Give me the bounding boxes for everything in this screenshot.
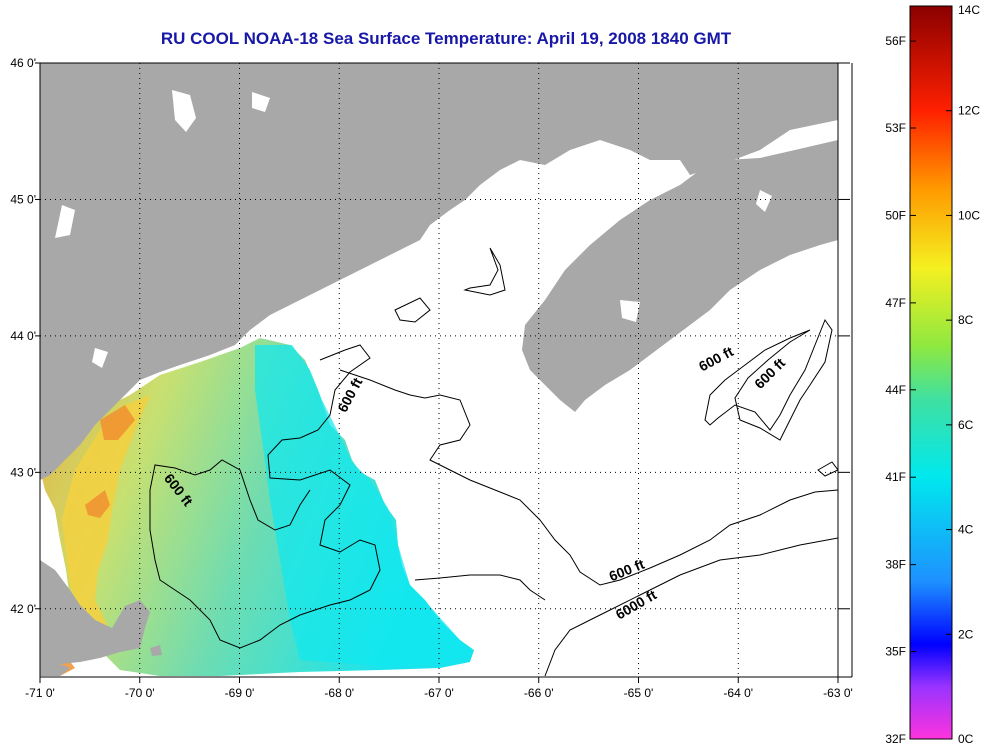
colorbar-label-celsius: 14C xyxy=(958,3,980,17)
tick-label-lat: 44 0' xyxy=(10,329,36,343)
colorbar-label-fahrenheit: 38F xyxy=(885,558,906,572)
tick-label-lat: 43 0' xyxy=(10,465,36,479)
tick-label-lon: -63 0' xyxy=(823,686,853,700)
colorbar-label-fahrenheit: 35F xyxy=(885,645,906,659)
axis-ticks: -71 0' -70 0' -69 0' -68 0' -67 0' -66 0' -65 … xyxy=(10,56,852,700)
tick-label-lat: 45 0' xyxy=(10,192,36,206)
land-islands xyxy=(40,645,162,676)
sst-cool-area xyxy=(255,345,472,666)
colorbar-label-celsius: 4C xyxy=(958,523,974,537)
bathymetry-contours xyxy=(149,247,838,677)
colorbar-label-fahrenheit: 56F xyxy=(885,34,906,48)
colorbar-ticks: 14C 12C 10C 8C 6C 4C 2C 0C 56F 53F 50F 47F 44F 41F 38F… xyxy=(885,3,980,746)
tick-label-lat: 46 0' xyxy=(10,56,36,70)
colorbar-scale xyxy=(909,5,953,740)
colorbar-label-fahrenheit: 50F xyxy=(885,208,906,222)
land-cape-cod xyxy=(40,560,150,668)
land-maine-canada xyxy=(40,63,838,480)
tick-label-lon: -66 0' xyxy=(524,686,554,700)
tick-label-lon: -71 0' xyxy=(25,686,55,700)
colorbar-label-fahrenheit: 32F xyxy=(885,732,906,746)
tick-label-lat: 42 0' xyxy=(10,602,36,616)
tick-label-lon: -67 0' xyxy=(424,686,454,700)
tick-label-lon: -68 0' xyxy=(324,686,354,700)
colorbar-label-fahrenheit: 44F xyxy=(885,383,906,397)
tick-label-lon: -70 0' xyxy=(125,686,155,700)
tick-label-lon: -64 0' xyxy=(723,686,753,700)
colorbar-label-celsius: 12C xyxy=(958,104,980,118)
colorbar-label-celsius: 10C xyxy=(958,208,980,222)
tick-label-lon: -65 0' xyxy=(624,686,654,700)
map-gridlines xyxy=(40,63,838,677)
map-title: RU COOL NOAA-18 Sea Surface Temperature:… xyxy=(160,29,732,48)
colorbar-label-fahrenheit: 41F xyxy=(885,470,906,484)
colorbar-label-celsius: 6C xyxy=(958,418,974,432)
land-nova-scotia xyxy=(522,140,838,412)
colorbar-label-fahrenheit: 53F xyxy=(885,121,906,135)
colorbar-label-celsius: 8C xyxy=(958,313,974,327)
tick-label-lon: -69 0' xyxy=(225,686,255,700)
colorbar-label-celsius: 2C xyxy=(958,627,974,641)
colorbar-label-fahrenheit: 47F xyxy=(885,296,906,310)
colorbar-label-celsius: 0C xyxy=(958,732,974,746)
sst-warm-band xyxy=(62,395,150,640)
